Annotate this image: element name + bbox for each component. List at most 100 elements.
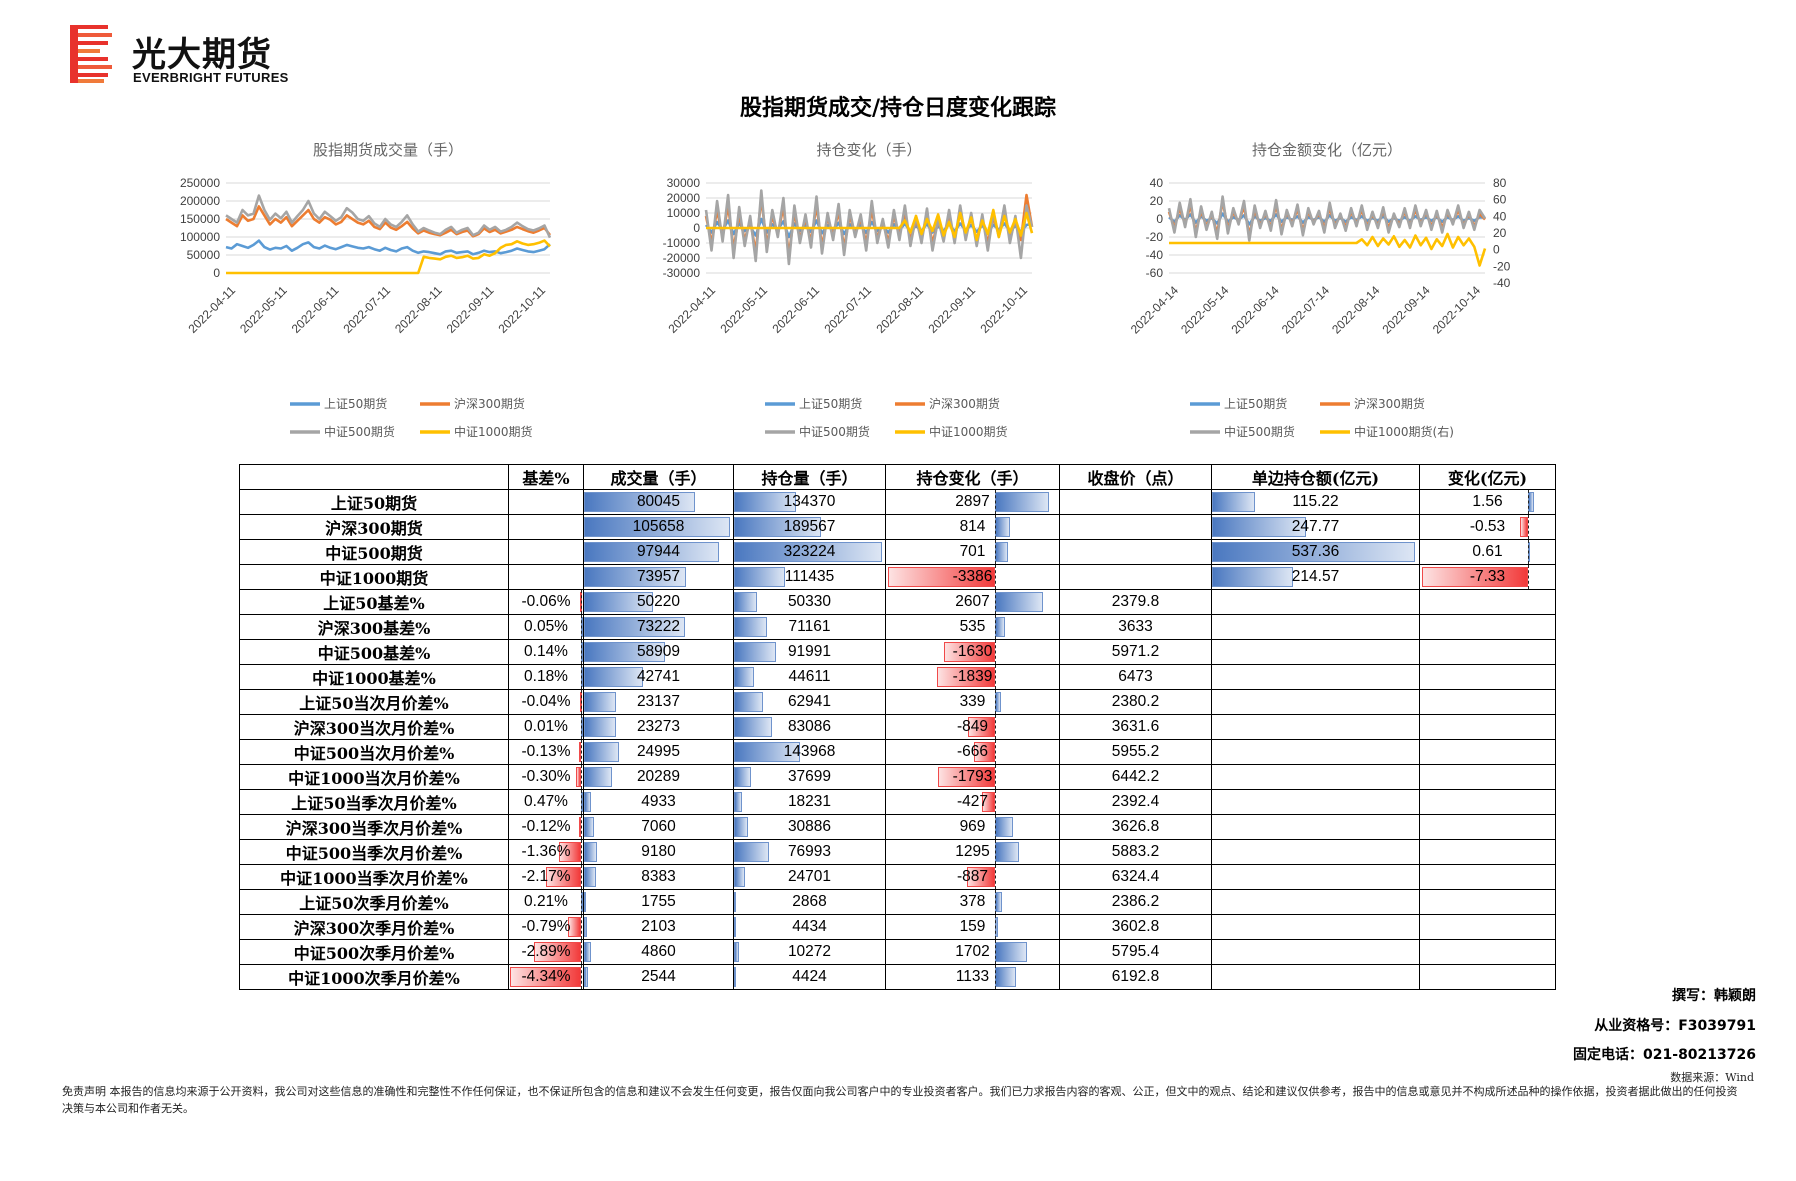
amount-change-cell xyxy=(1419,814,1556,840)
row-label: 中证1000当季次月价差% xyxy=(239,864,509,890)
y-tick-label: 250000 xyxy=(180,176,220,190)
data-bar xyxy=(734,967,737,987)
data-bar xyxy=(734,817,749,837)
cell-value: 80045 xyxy=(636,493,681,510)
table-row: 中证500期货 97944 323224 701 537.36 0.61 xyxy=(239,539,1556,565)
oi-cell: 76993 xyxy=(733,839,886,865)
cell-value: -666 xyxy=(956,743,989,760)
basis-cell: 0.05% xyxy=(508,614,584,640)
cell-value: 50330 xyxy=(787,593,832,610)
cell-value xyxy=(1420,940,1555,964)
x-tick-label: 2022-04-11 xyxy=(665,283,718,336)
table-row: 沪深300期货 105658 189567 814 247.77 -0.53 xyxy=(239,514,1556,540)
data-bar xyxy=(938,767,995,787)
cell-value: 71161 xyxy=(788,618,831,635)
cell-value: 247.77 xyxy=(1291,518,1340,535)
oi-change-cell: -887 xyxy=(885,864,1060,890)
y2-tick-label: -20 xyxy=(1493,259,1511,273)
cell-value xyxy=(1420,590,1555,614)
data-bar xyxy=(734,717,773,737)
data-bar xyxy=(584,917,587,937)
close-cell xyxy=(1059,514,1212,540)
bar-axis xyxy=(580,740,582,764)
cell-value: 2544 xyxy=(641,968,676,985)
cell-value xyxy=(1420,715,1555,739)
data-bar xyxy=(584,717,617,737)
cell-value: 0.21% xyxy=(524,893,568,910)
cell-value: 50220 xyxy=(636,593,681,610)
volume-cell: 20289 xyxy=(583,764,734,790)
cell-value xyxy=(1420,665,1555,689)
row-label: 中证1000期货 xyxy=(239,564,509,590)
oi-change-chart-svg: 持仓变化（手） 3000020000100000-10000-20000-3000… xyxy=(663,141,1034,336)
data-bar xyxy=(584,842,597,862)
bar-axis xyxy=(580,890,582,914)
data-bar xyxy=(584,942,591,962)
basis-cell: -2.17% xyxy=(508,864,584,890)
bar-axis xyxy=(580,690,582,714)
data-bar xyxy=(734,542,882,562)
close-cell: 5883.2 xyxy=(1059,839,1212,865)
cell-value: -1.36% xyxy=(521,843,571,860)
data-bar xyxy=(734,592,758,612)
amount-cell: 115.22 xyxy=(1211,489,1420,515)
oi-cell: 37699 xyxy=(733,764,886,790)
cell-value: 4424 xyxy=(792,968,827,985)
logo-english-name: EVERBRIGHT FUTURES xyxy=(133,70,289,85)
close-cell: 2379.8 xyxy=(1059,589,1212,615)
table-row: 沪深300次季月价差% -0.79% 2103 4434 159 3602.8 xyxy=(239,914,1556,940)
cell-value: 2386.2 xyxy=(1111,893,1160,910)
oi-cell: 189567 xyxy=(733,514,886,540)
legend-label: 中证500期货 xyxy=(324,424,395,439)
x-tick-label: 2022-10-11 xyxy=(977,283,1030,336)
bar-axis xyxy=(994,665,996,689)
cell-value: 0.18% xyxy=(524,668,568,685)
close-cell: 2392.4 xyxy=(1059,789,1212,815)
table-row: 中证1000当季次月价差% -2.17% 8383 24701 -887 6324.4 xyxy=(239,864,1556,890)
basis-cell: -2.89% xyxy=(508,939,584,965)
table-header-row: 基差% 成交量（手） 持仓量（手） 持仓变化（手） 收盘价（点） 单边持仓额(亿元) 变化(… xyxy=(239,464,1556,490)
row-label: 中证1000次季月价差% xyxy=(239,964,509,990)
y-tick-label: 20 xyxy=(1150,194,1164,208)
oi-cell: 30886 xyxy=(733,814,886,840)
y-tick-label: 200000 xyxy=(180,194,220,208)
cell-value: -0.06% xyxy=(521,593,571,610)
cell-value: 9180 xyxy=(641,843,676,860)
data-bar xyxy=(584,667,644,687)
cell-value: -4.34% xyxy=(521,968,571,985)
cell-value xyxy=(1420,790,1555,814)
data-bar xyxy=(584,492,695,512)
cell-value xyxy=(1420,840,1555,864)
close-cell: 6324.4 xyxy=(1059,864,1212,890)
cell-value: 2379.8 xyxy=(1111,593,1160,610)
data-bar xyxy=(1212,542,1415,562)
data-bar xyxy=(584,792,591,812)
data-bar xyxy=(981,792,995,812)
cell-value xyxy=(1420,915,1555,939)
oi-cell: 91991 xyxy=(733,639,886,665)
amount-cell xyxy=(1211,739,1420,765)
y-tick-label: 0 xyxy=(213,266,220,280)
cell-value xyxy=(1060,490,1211,514)
bar-axis xyxy=(994,690,996,714)
cell-value: 0.05% xyxy=(524,618,568,635)
cell-value xyxy=(1420,740,1555,764)
table-row: 中证500当季次月价差% -1.36% 9180 76993 1295 5883.2 xyxy=(239,839,1556,865)
table-row: 沪深300当次月价差% 0.01% 23273 83086 -849 3631.6 xyxy=(239,714,1556,740)
cell-value xyxy=(1420,890,1555,914)
amount-cell xyxy=(1211,664,1420,690)
bar-axis xyxy=(994,890,996,914)
legend-label: 中证1000期货 xyxy=(454,424,533,439)
amount-cell xyxy=(1211,939,1420,965)
volume-cell: 105658 xyxy=(583,514,734,540)
cell-value: 7060 xyxy=(641,818,676,835)
data-bar xyxy=(584,592,654,612)
bar-axis xyxy=(994,765,996,789)
data-bar xyxy=(734,567,786,587)
x-tick-label: 2022-05-14 xyxy=(1178,283,1232,337)
basis-cell: -0.79% xyxy=(508,914,584,940)
x-tick-label: 2022-07-14 xyxy=(1279,283,1333,337)
chart-title: 持仓金额变化（亿元） xyxy=(1252,141,1402,159)
basis-cell: -1.36% xyxy=(508,839,584,865)
cell-value: 339 xyxy=(959,693,986,710)
